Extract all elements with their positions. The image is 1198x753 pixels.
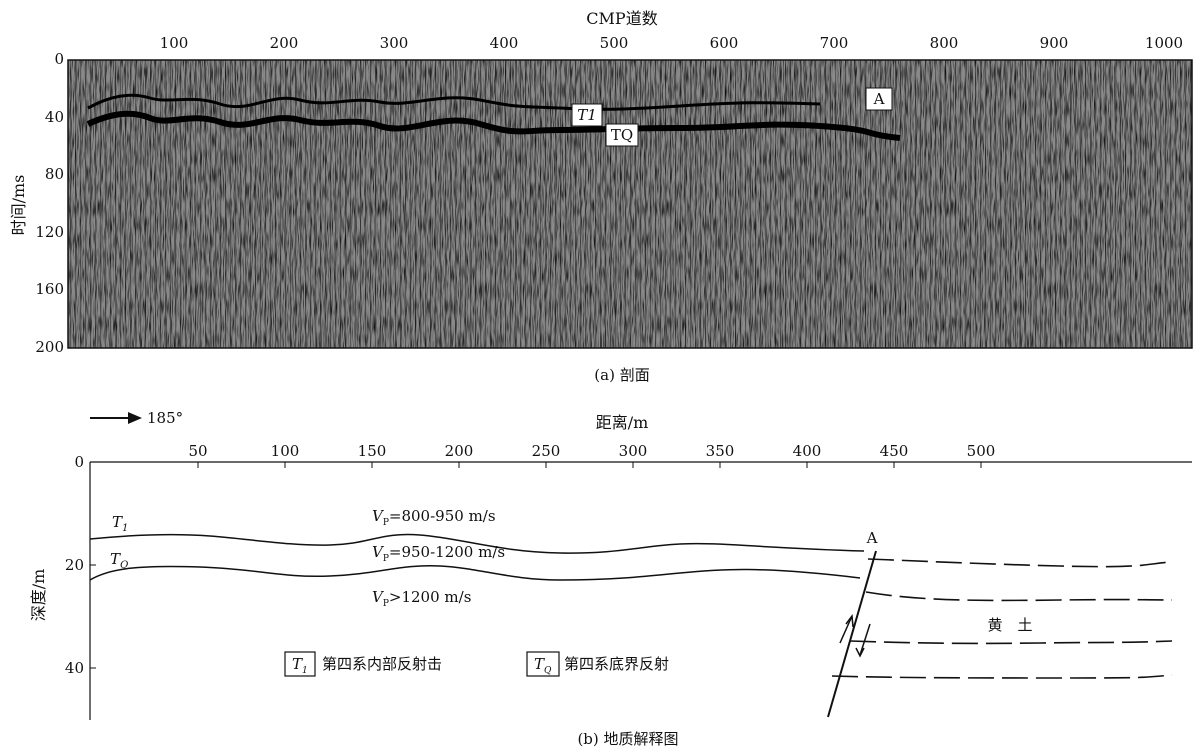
section-x-tick: 100 — [160, 34, 189, 52]
section-y-tick: 40 — [45, 108, 64, 126]
section-x-axis-title: CMP道数 — [586, 9, 657, 28]
legend: T1 第四系内部反射击 TQ 第四系底界反射 — [284, 651, 669, 677]
tq-horizon — [86, 110, 901, 141]
t1-interp-label: T1 — [112, 513, 128, 534]
section-x-tick: 900 — [1040, 34, 1069, 52]
section-x-ticks: 100 200 300 400 500 600 700 800 900 1000 — [160, 34, 1183, 52]
section-x-tick: 400 — [490, 34, 519, 52]
interp-y-tick: 20 — [65, 556, 84, 574]
interp-y-tick: 0 — [74, 453, 84, 471]
legend-t1-box — [284, 651, 316, 677]
t1-horizon — [87, 93, 821, 111]
interp-x-tick: 100 — [271, 442, 300, 460]
section-x-tick: 600 — [710, 34, 739, 52]
section-x-tick: 700 — [820, 34, 849, 52]
section-x-tick: 800 — [930, 34, 959, 52]
section-y-axis-title: 时间/ms — [9, 175, 28, 236]
interp-y-tick: 40 — [65, 659, 84, 677]
section-x-tick: 1000 — [1145, 34, 1183, 52]
tq-interface — [89, 564, 861, 581]
velocity-label-1: VP=800-950 m/s — [372, 507, 496, 528]
section-y-tick: 120 — [35, 223, 64, 241]
t1-label: T1 — [577, 106, 597, 124]
interp-x-tick: 250 — [532, 442, 561, 460]
fault-motion-arrows — [839, 613, 871, 658]
interp-y-axis-title: 深度/m — [29, 569, 48, 622]
interp-x-tick: 300 — [619, 442, 648, 460]
direction-arrow: 185° — [90, 409, 183, 427]
legend-tq-symbol: TQ — [534, 655, 552, 676]
interp-panel: 185° 距离/m 50 100 150 200 250 300 350 400… — [29, 409, 1192, 748]
fault-a-label-box — [865, 87, 893, 111]
section-x-tick: 500 — [600, 34, 629, 52]
interp-x-tick: 50 — [188, 442, 207, 460]
legend-t1-symbol: T1 — [292, 655, 308, 676]
fault-a-interp-label: A — [866, 529, 878, 547]
legend-tq-text: 第四系底界反射 — [564, 655, 669, 673]
velocity-label-3: VP>1200 m/s — [372, 588, 471, 609]
interp-x-tick: 400 — [793, 442, 822, 460]
tq-label-box — [605, 123, 639, 147]
interp-x-tick: 500 — [967, 442, 996, 460]
section-y-ticks: 0 40 80 120 160 200 — [35, 50, 64, 356]
direction-label: 185° — [147, 409, 183, 427]
fault-a-line — [827, 550, 877, 718]
interp-x-axis-title: 距离/m — [596, 413, 649, 432]
seismic-image — [67, 59, 1193, 349]
velocity-label-2: VP=950-1200 m/s — [372, 543, 505, 564]
interp-x-tick: 200 — [445, 442, 474, 460]
interp-x-tick: 350 — [706, 442, 735, 460]
legend-tq-box — [526, 651, 560, 677]
interp-caption: (b) 地质解释图 — [577, 730, 678, 748]
tq-label: TQ — [611, 126, 633, 144]
section-y-tick: 160 — [35, 280, 64, 298]
section-panel: CMP道数 100 200 300 400 500 600 700 800 90… — [9, 9, 1193, 384]
t1-interface — [89, 533, 865, 554]
loess-label: 黄 土 — [987, 616, 1032, 634]
section-caption: (a) 剖面 — [594, 366, 649, 384]
t1-label-box — [571, 103, 603, 127]
section-y-tick: 0 — [54, 50, 64, 68]
section-x-tick: 200 — [270, 34, 299, 52]
interp-x-ticks: 50 100 150 200 250 300 350 400 450 500 — [188, 442, 995, 460]
tq-interp-label: TQ — [110, 550, 128, 571]
interp-x-tick: 150 — [358, 442, 387, 460]
section-y-tick: 80 — [45, 165, 64, 183]
interp-tick-marks — [90, 462, 982, 669]
legend-t1-text: 第四系内部反射击 — [322, 655, 442, 673]
interp-x-tick: 450 — [880, 442, 909, 460]
fault-a-label: A — [873, 90, 885, 108]
interp-y-ticks: 0 20 40 — [65, 453, 84, 677]
section-y-tick: 200 — [35, 338, 64, 356]
section-x-tick: 300 — [380, 34, 409, 52]
loess-dashed-layers — [831, 558, 1173, 679]
